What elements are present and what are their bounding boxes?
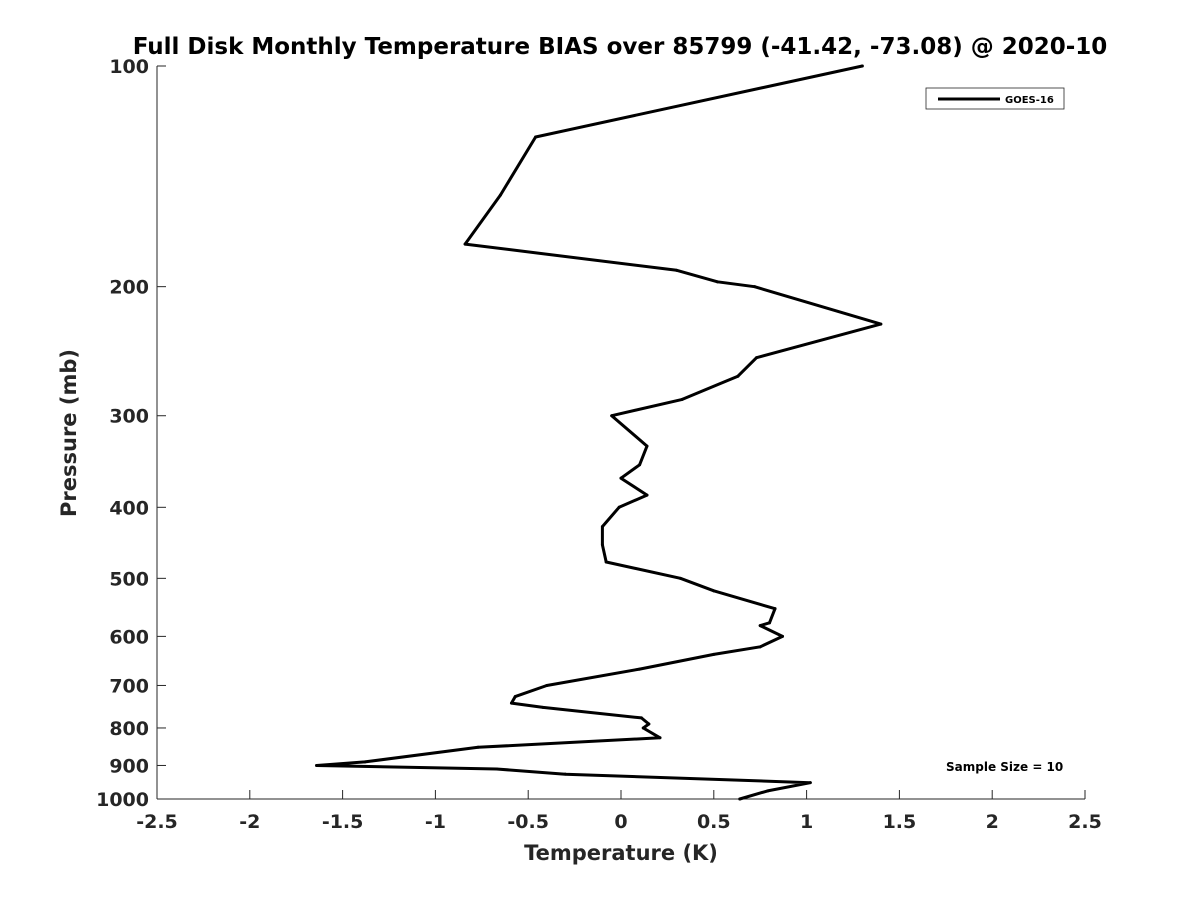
x-axis-label: Temperature (K) xyxy=(524,841,718,865)
y-tick-label: 800 xyxy=(109,718,149,740)
series-point xyxy=(600,525,604,529)
x-tick-label: -1.5 xyxy=(322,811,364,833)
series-point xyxy=(879,322,883,326)
series-point xyxy=(716,280,720,284)
legend: GOES-16 xyxy=(925,87,1065,110)
y-tick-label: 500 xyxy=(109,568,149,590)
series-point xyxy=(509,701,513,705)
y-tick-label: 200 xyxy=(109,277,149,299)
y-tick-label: 600 xyxy=(109,626,149,648)
series-point xyxy=(675,268,679,272)
series-point xyxy=(498,193,502,197)
series-point xyxy=(534,135,538,139)
series-point xyxy=(678,576,682,580)
series-point xyxy=(780,634,784,638)
x-tick-label: 2 xyxy=(986,811,999,833)
series-point xyxy=(647,722,651,726)
y-tick-label: 400 xyxy=(109,497,149,519)
x-tick-label: 0 xyxy=(614,811,627,833)
series-point xyxy=(639,716,643,720)
series-point xyxy=(638,667,642,671)
x-tick-label: 1 xyxy=(800,811,813,833)
series-point xyxy=(638,463,642,467)
series-points xyxy=(315,64,883,801)
series-point xyxy=(773,607,777,611)
series-point xyxy=(680,397,684,401)
series-point xyxy=(495,767,499,771)
series-point xyxy=(808,781,812,785)
series-point xyxy=(712,652,716,656)
x-tick-label: 1.5 xyxy=(883,811,917,833)
sample-size-annotation: Sample Size = 10 xyxy=(946,760,1063,774)
x-tick-label: -2 xyxy=(239,811,260,833)
series-point xyxy=(738,797,742,801)
series-point xyxy=(645,444,649,448)
series-point xyxy=(513,695,517,699)
series-point xyxy=(619,476,623,480)
y-axis-label: Pressure (mb) xyxy=(57,349,81,517)
x-tick-label: 0.5 xyxy=(697,811,731,833)
x-tick-label: -2.5 xyxy=(136,811,178,833)
series-point xyxy=(753,285,757,289)
series-point xyxy=(541,705,545,709)
series-point xyxy=(610,414,614,418)
x-tick-label: 2.5 xyxy=(1068,811,1102,833)
legend-label: GOES-16 xyxy=(1005,95,1054,106)
y-tick-label: 700 xyxy=(109,675,149,697)
series-point xyxy=(645,493,649,497)
series-point xyxy=(860,64,864,68)
series-point xyxy=(712,589,716,593)
chart-title: Full Disk Monthly Temperature BIAS over … xyxy=(133,34,1108,60)
y-tick-label: 900 xyxy=(109,755,149,777)
series-point xyxy=(563,772,567,776)
x-tick-label: -1 xyxy=(425,811,446,833)
series-point xyxy=(758,645,762,649)
x-ticks: -2.5 -2 -1.5 -1 -0.5 0 0.5 1 1.5 2 2.5 xyxy=(136,790,1102,833)
y-tick-label: 100 xyxy=(109,56,149,78)
series-point xyxy=(604,560,608,564)
series-point xyxy=(463,242,467,246)
y-tick-label: 300 xyxy=(109,406,149,428)
series-point xyxy=(476,745,480,749)
y-tick-label: 1000 xyxy=(96,789,149,811)
series-point xyxy=(766,789,770,793)
series-point xyxy=(600,543,604,547)
series-point xyxy=(658,736,662,740)
series-point xyxy=(754,356,758,360)
series-point xyxy=(545,683,549,687)
series-point xyxy=(363,760,367,764)
series-point xyxy=(767,621,771,625)
series-point xyxy=(641,726,645,730)
y-ticks: 100 200 300 400 500 600 700 800 900 1000 xyxy=(96,56,166,811)
x-tick-label: -0.5 xyxy=(507,811,549,833)
series-point xyxy=(315,763,319,767)
series-point xyxy=(758,624,762,628)
series-point xyxy=(617,505,621,509)
series-point xyxy=(736,374,740,378)
